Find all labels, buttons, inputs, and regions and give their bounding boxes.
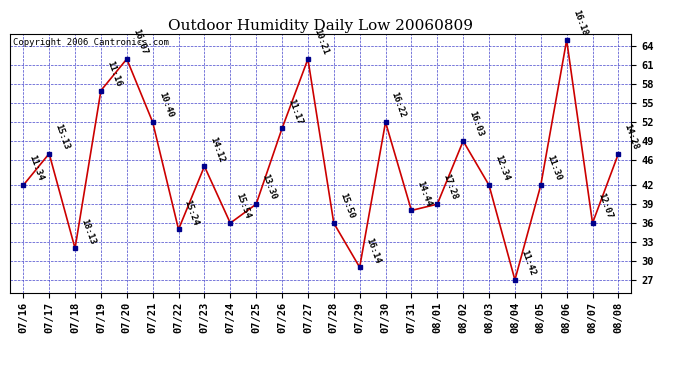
Text: 15:54: 15:54 — [235, 192, 252, 220]
Text: 15:13: 15:13 — [53, 123, 71, 151]
Text: 13:30: 13:30 — [260, 173, 278, 201]
Title: Outdoor Humidity Daily Low 20060809: Outdoor Humidity Daily Low 20060809 — [168, 19, 473, 33]
Text: 15:24: 15:24 — [183, 198, 200, 226]
Text: 11:17: 11:17 — [286, 97, 304, 126]
Text: 14:44: 14:44 — [415, 179, 433, 208]
Text: 11:30: 11:30 — [545, 154, 562, 182]
Text: 11:34: 11:34 — [28, 154, 45, 182]
Text: 12:34: 12:34 — [493, 154, 511, 182]
Text: 16:14: 16:14 — [364, 236, 382, 264]
Text: 16:03: 16:03 — [467, 110, 485, 138]
Text: 14:28: 14:28 — [622, 123, 640, 151]
Text: 10:21: 10:21 — [312, 28, 330, 56]
Text: 15:50: 15:50 — [338, 192, 355, 220]
Text: 16:22: 16:22 — [390, 91, 407, 119]
Text: 16:18: 16:18 — [571, 9, 589, 37]
Text: 17:28: 17:28 — [442, 173, 459, 201]
Text: Copyright 2006 Cantronics.com: Copyright 2006 Cantronics.com — [14, 38, 169, 46]
Text: 12:07: 12:07 — [597, 192, 614, 220]
Text: 11:16: 11:16 — [105, 60, 123, 88]
Text: 11:42: 11:42 — [519, 249, 537, 277]
Text: 16:07: 16:07 — [131, 28, 148, 56]
Text: 14:12: 14:12 — [208, 135, 226, 164]
Text: 10:40: 10:40 — [157, 91, 175, 119]
Text: 18:13: 18:13 — [79, 217, 97, 246]
